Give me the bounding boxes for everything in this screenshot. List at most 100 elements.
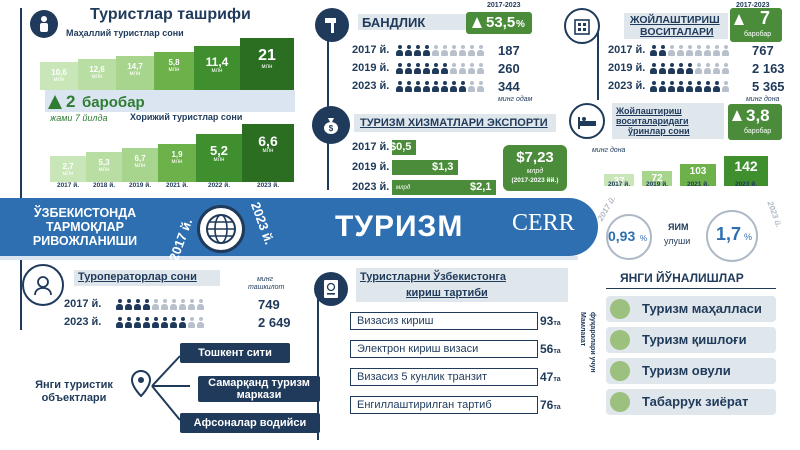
- rooms-bar: 37: [604, 174, 634, 187]
- employment-people-icons: [396, 45, 484, 56]
- person-icon: [677, 45, 684, 56]
- person-icon: [441, 45, 448, 56]
- hammer-icon: [315, 8, 349, 42]
- foreign-bar-unit: млн: [262, 148, 274, 154]
- employment-year: 2023 й.: [352, 80, 390, 92]
- person-icon: [423, 63, 430, 74]
- person-icon: [659, 81, 666, 92]
- person-icon: [432, 63, 439, 74]
- divider: [20, 8, 22, 198]
- person-icon: [143, 317, 150, 328]
- person-icon: [695, 63, 702, 74]
- foreign-tourists-chart: 2,7 млн 5,3 млн 6,7 млн 1,9 млн 5,2 млн 6,6 млн 2017…: [50, 122, 320, 189]
- person-icon: [659, 45, 666, 56]
- local-bar: 10,6 млн: [40, 62, 78, 90]
- accommodation-growth-badge: [730, 8, 782, 42]
- person-icon: [468, 63, 475, 74]
- person-icon: [414, 63, 421, 74]
- rooms-bar-value: 37: [613, 176, 625, 187]
- entry-row-suffix: та: [553, 404, 561, 411]
- divider: [20, 260, 22, 330]
- person-icon: [704, 63, 711, 74]
- banner: [0, 198, 598, 256]
- local-bar: 12,6 млн: [78, 59, 116, 90]
- direction-icon: [610, 392, 630, 412]
- export-total: $7,23: [516, 149, 554, 166]
- rooms-chart: 37 2017 й. 72 2019 й. 103 2021 й. 142 2023 й.: [604, 150, 784, 188]
- entry-row-value: 47та: [540, 370, 561, 384]
- foreign-bar-value: 6,7: [134, 154, 146, 163]
- arrow-up-icon: [734, 14, 744, 25]
- export-bar: [392, 180, 496, 195]
- local-bar-unit: млн: [261, 64, 273, 70]
- rooms-bar-year: 2023 й.: [734, 181, 758, 188]
- entry-title-line1: Туристларни Ўзбекистонга: [360, 271, 507, 283]
- accommodation-title-line1: ЖОЙЛАШТИРИШ: [630, 14, 720, 26]
- export-year: 2019 й.: [352, 161, 390, 173]
- accommodation-unit: минг дона: [746, 96, 780, 103]
- banner-shadow: [0, 256, 578, 260]
- local-bar-value: 12,6: [89, 65, 105, 74]
- employment-title: БАНДЛИК: [362, 15, 426, 30]
- new-objects-label-line2: объектлари: [41, 392, 107, 404]
- export-bar: [392, 140, 416, 155]
- gdp-left-value: 0,93: [608, 228, 636, 244]
- employment-year: 2017 й.: [352, 44, 390, 56]
- tourist-icon: [30, 10, 58, 38]
- person-icon: [668, 81, 675, 92]
- entry-title-bg: [356, 268, 568, 302]
- person-icon: [405, 63, 412, 74]
- rooms-bar-year: 2021 й.: [686, 181, 710, 188]
- direction-icon: [610, 361, 630, 381]
- tourists-title: Туристлар ташрифи: [90, 6, 251, 23]
- rooms-bar: 103: [680, 164, 716, 186]
- gdp-year-right: 2023 й.: [765, 200, 784, 229]
- accommodation-value: 2 163: [752, 61, 785, 76]
- local-bar-unit: млн: [53, 77, 65, 83]
- export-total-badge: [503, 145, 567, 191]
- person-icon: [179, 317, 186, 328]
- foreign-bar-year: 2017 й.: [56, 182, 80, 189]
- gdp-right-circle: [706, 210, 758, 262]
- banner-left-line3: РИВОЖЛАНИШИ: [32, 234, 138, 248]
- foreign-bar: 2,7 млн: [50, 156, 86, 182]
- person-icon: [179, 299, 186, 310]
- entry-side-note-line1: Мамлакат: [579, 312, 586, 347]
- gdp-left-circle: [606, 214, 652, 260]
- export-bar-value: $2,1: [470, 181, 492, 193]
- person-icon: [668, 63, 675, 74]
- direction-item: Туризм қишлоғи: [606, 327, 776, 353]
- person-icon: [477, 81, 484, 92]
- accommodation-people-icons: [650, 81, 729, 92]
- gdp-right-unit: %: [744, 232, 753, 242]
- growth-value: 2: [66, 92, 76, 111]
- operators-people-icons: [116, 317, 204, 328]
- person-icon: [450, 45, 457, 56]
- person-icon: [405, 81, 412, 92]
- person-icon: [170, 317, 177, 328]
- employment-value: 187: [498, 43, 520, 58]
- rooms-bar: 142: [724, 156, 768, 186]
- export-bar: [392, 160, 458, 175]
- local-bar-unit: млн: [168, 67, 180, 73]
- person-icon: [396, 81, 403, 92]
- direction-icon: [610, 330, 630, 350]
- person-icon: [704, 81, 711, 92]
- operators-year: 2017 й.: [64, 298, 102, 310]
- person-icon: [450, 81, 457, 92]
- banner-left-line2: ТАРМОҚЛАР: [46, 220, 124, 234]
- growth-band: [45, 90, 295, 112]
- operators-people-icons: [116, 299, 204, 310]
- person-icon: [441, 81, 448, 92]
- person-icon: [713, 63, 720, 74]
- gdp-left-unit: %: [640, 234, 648, 243]
- person-icon: [477, 63, 484, 74]
- banner-left-line1: ЎЗБЕКИСТОНДА: [33, 206, 137, 220]
- divider: [597, 20, 599, 100]
- person-icon: [423, 81, 430, 92]
- foreign-bar-year: 2023 й.: [256, 182, 280, 189]
- person-icon: [116, 317, 123, 328]
- rooms-bar: 72: [642, 171, 672, 186]
- entry-row-value: 76та: [540, 398, 561, 412]
